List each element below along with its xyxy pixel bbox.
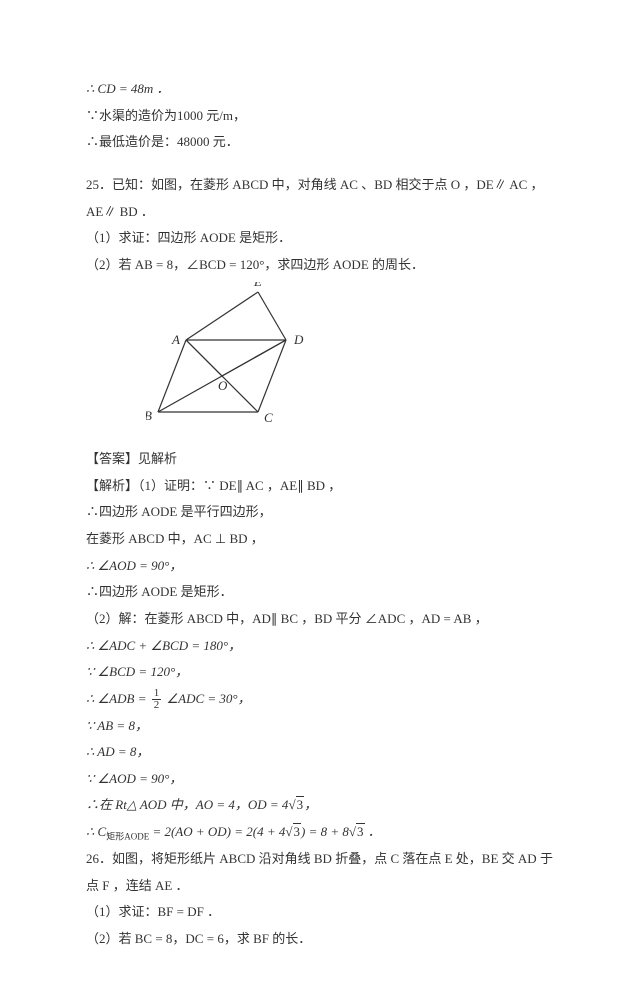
q25-s14a: ∴ C bbox=[86, 824, 106, 839]
q26-part2: （2）若 BC = 8，DC = 6，求 BF 的长． bbox=[86, 926, 554, 953]
q25-s9: ∴ ∠ADB = 12 ∠ADC = 30°， bbox=[86, 686, 554, 713]
svg-text:O: O bbox=[218, 378, 228, 393]
q25-s9b: ∠ADC = 30°， bbox=[163, 691, 250, 706]
intro-line-3: ∴最低造价是：48000 元． bbox=[86, 129, 554, 156]
q25-s3: 在菱形 ABCD 中，AC ⊥ BD ， bbox=[86, 526, 554, 553]
svg-text:D: D bbox=[293, 332, 304, 347]
q25-s11: ∴ AD = 8， bbox=[86, 739, 554, 766]
q25-s7: ∴ ∠ADC + ∠BCD = 180°， bbox=[86, 633, 554, 660]
spacer bbox=[86, 156, 554, 172]
q25-s6: （2）解：在菱形 ABCD 中，AD∥ BC ，BD 平分 ∠ADC ，AD =… bbox=[86, 606, 554, 633]
q26-stem: 26．如图，将矩形纸片 ABCD 沿对角线 BD 折叠，点 C 落在点 E 处，… bbox=[86, 846, 554, 899]
q25-s13a: ∴在 Rt△ AOD 中，AO = 4，OD = 4 bbox=[86, 797, 288, 812]
rhombus-diagram: A B C D E O bbox=[146, 282, 326, 432]
q25-s14d: ． bbox=[365, 824, 381, 839]
q25-stem-text: 已知：如图，在菱形 ABCD 中，对角线 AC 、BD 相交于点 O ，DE∥ … bbox=[86, 177, 544, 219]
svg-text:B: B bbox=[146, 408, 152, 423]
svg-text:E: E bbox=[253, 282, 262, 289]
q25-s8: ∵ ∠BCD = 120°， bbox=[86, 659, 554, 686]
page: ∴ CD = 48m ． ∵水渠的造价为1000 元/m， ∴最低造价是：480… bbox=[0, 0, 640, 993]
intro-line-2: ∵水渠的造价为1000 元/m， bbox=[86, 103, 554, 130]
svg-text:C: C bbox=[264, 410, 273, 425]
q25-s4: ∴ ∠AOD = 90°， bbox=[86, 553, 554, 580]
q25-s9a: ∴ ∠ADB = bbox=[86, 691, 150, 706]
q25-number: 25． bbox=[86, 177, 112, 192]
sqrt3-1: √3 bbox=[288, 792, 304, 819]
sqrt3-3: √3 bbox=[349, 819, 365, 846]
q25-s1: 【解析】（1）证明：∵ DE∥ AC ，AE∥ BD ， bbox=[86, 473, 554, 500]
fraction-half: 12 bbox=[152, 688, 162, 711]
q25-s13: ∴在 Rt△ AOD 中，AO = 4，OD = 4√3， bbox=[86, 792, 554, 819]
q25-s14b: = 2(AO + OD) = 2(4 + 4 bbox=[149, 824, 285, 839]
q25-s14c: ) = 8 + 8 bbox=[301, 824, 349, 839]
q25-stem: 25．已知：如图，在菱形 ABCD 中，对角线 AC 、BD 相交于点 O ，D… bbox=[86, 172, 554, 225]
q25-diagram: A B C D E O bbox=[146, 282, 554, 442]
intro-line-1: ∴ CD = 48m ． bbox=[86, 76, 554, 103]
q26-part1: （1）求证：BF = DF ． bbox=[86, 899, 554, 926]
q25-part1: （1）求证：四边形 AODE 是矩形． bbox=[86, 225, 554, 252]
q26-number: 26． bbox=[86, 851, 112, 866]
q25-answer: 【答案】见解析 bbox=[86, 446, 554, 473]
q25-s14: ∴ C矩形AODE = 2(AO + OD) = 2(4 + 4√3) = 8 … bbox=[86, 819, 554, 846]
svg-text:A: A bbox=[171, 332, 180, 347]
q25-part2: （2）若 AB = 8，∠BCD = 120°，求四边形 AODE 的周长． bbox=[86, 252, 554, 279]
q25-s10: ∵ AB = 8， bbox=[86, 713, 554, 740]
sqrt3-2: √3 bbox=[285, 819, 301, 846]
q25-s12: ∵ ∠AOD = 90°， bbox=[86, 766, 554, 793]
perimeter-subscript: 矩形AODE bbox=[106, 832, 149, 842]
q25-s2: ∴四边形 AODE 是平行四边形， bbox=[86, 499, 554, 526]
q25-s5: ∴四边形 AODE 是矩形． bbox=[86, 579, 554, 606]
q25-s13b: ， bbox=[304, 797, 317, 812]
q26-stem-text: 如图，将矩形纸片 ABCD 沿对角线 BD 折叠，点 C 落在点 E 处，BE … bbox=[86, 851, 553, 893]
